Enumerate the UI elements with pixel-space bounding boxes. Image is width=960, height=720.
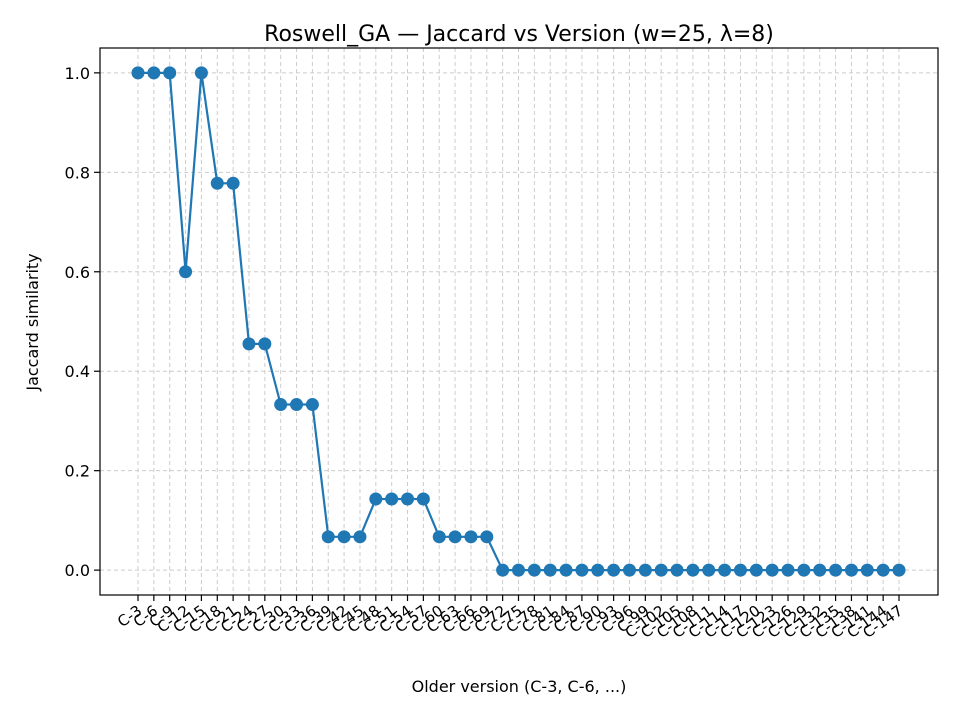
- y-tick-label: 0.4: [65, 362, 90, 381]
- data-point: [591, 563, 605, 577]
- y-tick-label: 0.0: [65, 561, 90, 580]
- data-point: [543, 563, 557, 577]
- data-point: [733, 563, 747, 577]
- data-point: [416, 492, 430, 506]
- data-point: [892, 563, 906, 577]
- y-tick-label: 0.6: [65, 263, 90, 282]
- data-point: [385, 492, 399, 506]
- data-point: [496, 563, 510, 577]
- data-point: [337, 530, 351, 544]
- data-point: [797, 563, 811, 577]
- data-point: [654, 563, 668, 577]
- data-point: [258, 337, 272, 351]
- series-layer: [131, 66, 906, 577]
- data-point: [147, 66, 161, 80]
- data-point: [401, 492, 415, 506]
- data-point: [369, 492, 383, 506]
- y-axis-label: Jaccard similarity: [23, 253, 42, 391]
- data-point: [226, 176, 240, 190]
- y-tick-label: 1.0: [65, 64, 90, 83]
- data-point: [765, 563, 779, 577]
- data-point: [781, 563, 795, 577]
- data-point: [464, 530, 478, 544]
- y-tick-label: 0.8: [65, 163, 90, 182]
- grid-layer: [100, 48, 938, 595]
- data-point: [622, 563, 636, 577]
- data-point: [829, 563, 843, 577]
- data-point: [860, 563, 874, 577]
- data-point: [274, 398, 288, 412]
- data-point: [638, 563, 652, 577]
- data-point: [813, 563, 827, 577]
- data-point: [527, 563, 541, 577]
- data-point: [575, 563, 589, 577]
- data-point: [749, 563, 763, 577]
- data-point: [448, 530, 462, 544]
- data-point: [844, 563, 858, 577]
- data-point: [480, 530, 494, 544]
- y-tick-label: 0.2: [65, 462, 90, 481]
- data-point: [670, 563, 684, 577]
- data-point: [686, 563, 700, 577]
- data-point: [432, 530, 446, 544]
- data-point: [163, 66, 177, 80]
- data-point: [321, 530, 335, 544]
- x-axis-label: Older version (C-3, C-6, ...): [412, 677, 627, 696]
- data-point: [607, 563, 621, 577]
- data-point: [194, 66, 208, 80]
- data-point: [305, 398, 319, 412]
- data-point: [512, 563, 525, 577]
- data-point: [876, 563, 890, 577]
- data-point: [131, 66, 145, 80]
- data-point: [702, 563, 716, 577]
- data-point: [210, 176, 224, 190]
- y-axis: 0.0 0.2 0.4 0.6 0.8 1.0: [65, 64, 100, 580]
- data-point: [718, 563, 732, 577]
- data-point: [179, 265, 193, 279]
- x-axis: C-3C-6C-9C-12C-15C-18C-21C-24C-27C-30C-3…: [114, 595, 906, 642]
- data-point: [290, 398, 304, 412]
- chart-title: Roswell_GA — Jaccard vs Version (w=25, λ…: [264, 22, 774, 47]
- data-point: [559, 563, 573, 577]
- data-point: [353, 530, 367, 544]
- data-point: [242, 337, 256, 351]
